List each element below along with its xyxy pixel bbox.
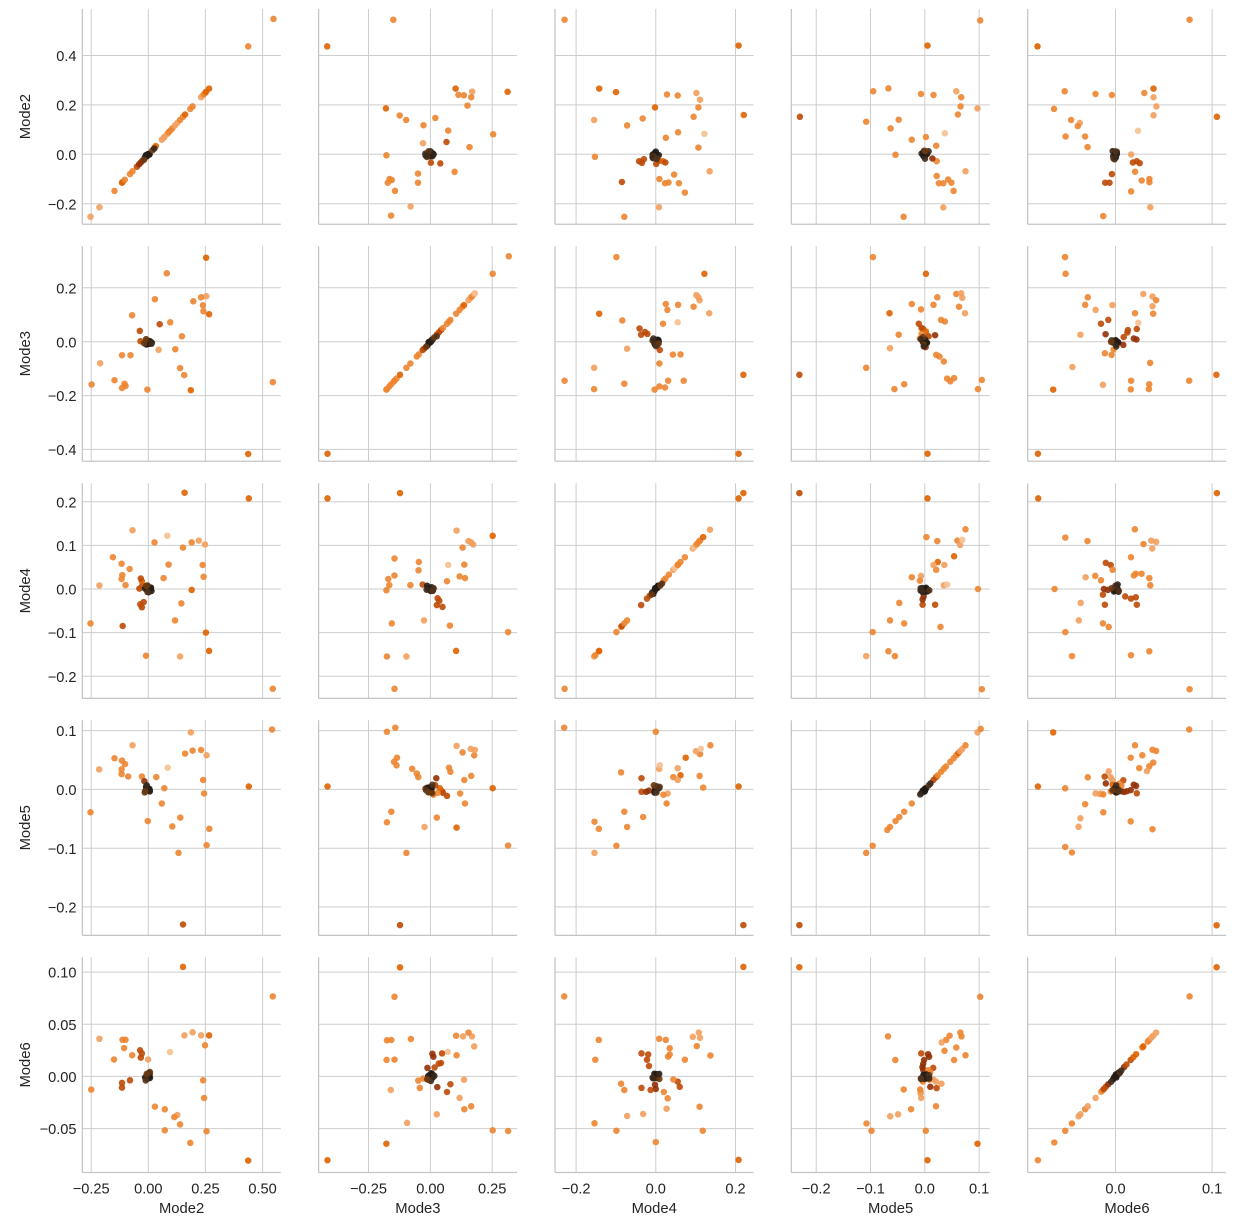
svg-text:Mode2: Mode2 xyxy=(159,1201,204,1217)
svg-text:0.2: 0.2 xyxy=(56,99,76,115)
svg-text:0.2: 0.2 xyxy=(56,495,76,511)
svg-text:0.1: 0.1 xyxy=(1202,1182,1222,1198)
svg-text:−0.2: −0.2 xyxy=(562,1182,591,1198)
svg-text:0.25: 0.25 xyxy=(478,1182,506,1198)
svg-text:−0.2: −0.2 xyxy=(802,1182,831,1198)
svg-text:−0.05: −0.05 xyxy=(40,1122,77,1138)
svg-text:0.05: 0.05 xyxy=(48,1018,76,1034)
svg-text:−0.4: −0.4 xyxy=(48,443,77,459)
svg-text:0.0: 0.0 xyxy=(1105,1182,1125,1198)
svg-text:0.1: 0.1 xyxy=(56,724,76,740)
svg-text:Mode6: Mode6 xyxy=(1104,1201,1149,1217)
svg-text:0.0: 0.0 xyxy=(56,148,76,164)
svg-text:0.1: 0.1 xyxy=(56,539,76,555)
svg-text:Mode4: Mode4 xyxy=(632,1201,677,1217)
svg-text:0.50: 0.50 xyxy=(248,1182,276,1198)
svg-text:0.00: 0.00 xyxy=(134,1182,162,1198)
svg-text:Mode3: Mode3 xyxy=(395,1201,440,1217)
svg-text:0.2: 0.2 xyxy=(56,281,76,297)
svg-text:0.0: 0.0 xyxy=(56,335,76,351)
svg-text:0.0: 0.0 xyxy=(56,783,76,799)
svg-text:−0.2: −0.2 xyxy=(48,670,77,686)
svg-text:0.0: 0.0 xyxy=(56,583,76,599)
svg-text:−0.1: −0.1 xyxy=(48,842,77,858)
svg-text:0.0: 0.0 xyxy=(646,1182,666,1198)
svg-text:0.10: 0.10 xyxy=(48,966,76,982)
svg-text:0.25: 0.25 xyxy=(191,1182,219,1198)
svg-text:Mode5: Mode5 xyxy=(868,1201,913,1217)
svg-text:−0.2: −0.2 xyxy=(48,901,77,917)
svg-text:−0.25: −0.25 xyxy=(350,1182,387,1198)
svg-text:Mode3: Mode3 xyxy=(18,331,34,376)
svg-text:0.1: 0.1 xyxy=(969,1182,989,1198)
svg-text:0.00: 0.00 xyxy=(416,1182,444,1198)
svg-text:Mode2: Mode2 xyxy=(18,94,34,139)
svg-text:0.4: 0.4 xyxy=(56,49,76,65)
svg-text:Mode6: Mode6 xyxy=(18,1042,34,1087)
svg-text:−0.1: −0.1 xyxy=(48,626,77,642)
svg-text:−0.25: −0.25 xyxy=(73,1182,110,1198)
svg-text:−0.2: −0.2 xyxy=(48,389,77,405)
svg-text:−0.2: −0.2 xyxy=(48,197,77,213)
svg-text:−0.1: −0.1 xyxy=(856,1182,885,1198)
svg-text:0.0: 0.0 xyxy=(915,1182,935,1198)
svg-text:0.00: 0.00 xyxy=(48,1070,76,1086)
svg-text:Mode5: Mode5 xyxy=(18,805,34,850)
svg-text:Mode4: Mode4 xyxy=(18,568,34,613)
svg-text:0.2: 0.2 xyxy=(725,1182,745,1198)
